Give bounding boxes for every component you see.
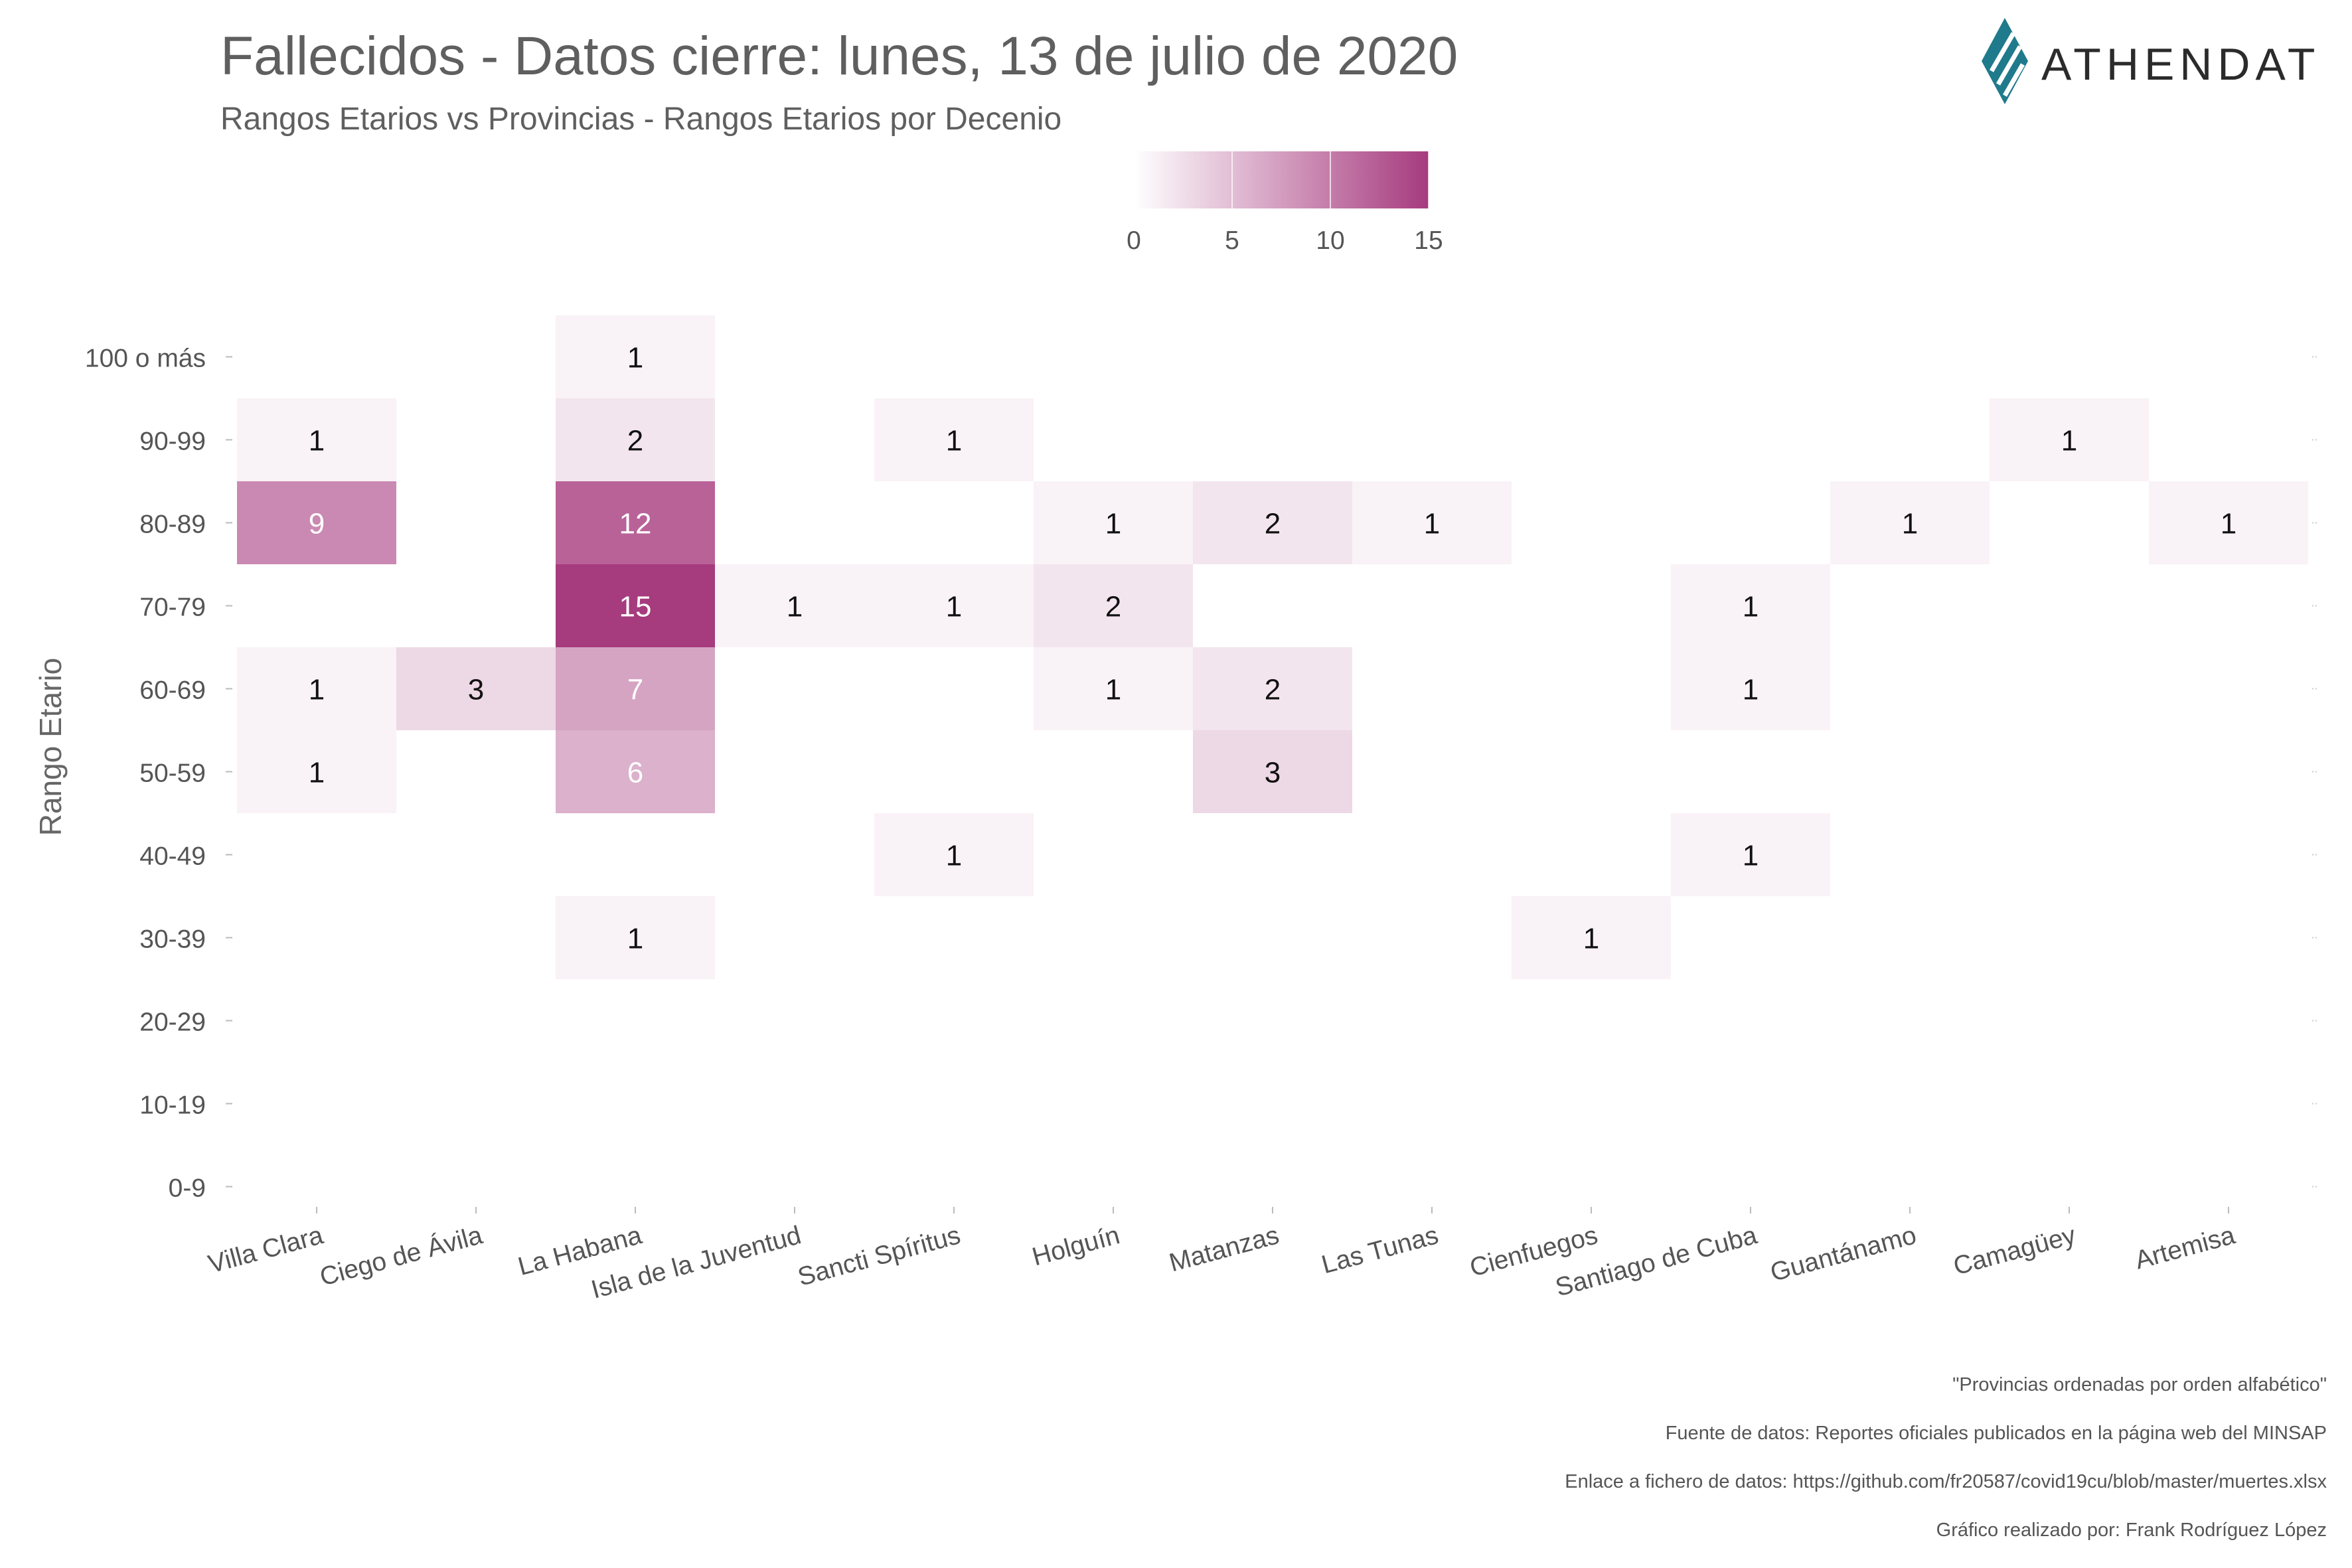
legend-tick-label: 15 — [1414, 226, 1443, 255]
y-tick-label: 30-39 — [139, 925, 206, 954]
y-tick-label: 10-19 — [139, 1091, 206, 1120]
heatmap-cell — [1671, 564, 1830, 647]
heatmap-cell — [1352, 481, 1512, 564]
x-tick-label: Camagüey — [1950, 1221, 2079, 1281]
cell-value-label: 1 — [309, 425, 325, 457]
cell-value-label: 1 — [1105, 508, 1121, 540]
heatmap-cell — [556, 315, 715, 398]
x-tick-label: Sancti Spíritus — [795, 1221, 963, 1292]
cell-value-label: 1 — [1424, 508, 1440, 540]
chart-title: Fallecidos - Datos cierre: lunes, 13 de … — [220, 26, 1458, 86]
cell-value-label: 1 — [309, 757, 325, 789]
chart-subtitle: Rangos Etarios vs Provincias - Rangos Et… — [220, 102, 1062, 137]
heatmap-cell — [2149, 481, 2308, 564]
cell-value-label: 1 — [787, 591, 803, 623]
heatmap-cell — [556, 896, 715, 979]
cell-value-label: 1 — [1105, 674, 1121, 706]
heatmap-cell — [1990, 398, 2149, 481]
y-tick-label: 50-59 — [139, 759, 206, 788]
y-tick-label: 100 o más — [85, 345, 206, 373]
athendat-logo: ATHENDAT — [1975, 15, 2320, 108]
heatmap-cell — [1671, 647, 1830, 730]
y-axis-title: Rango Etario — [33, 658, 68, 836]
cell-value-label: 1 — [627, 923, 643, 955]
heatmap-cell — [556, 564, 715, 647]
cell-value-label: 1 — [1583, 923, 1599, 955]
cell-value-label: 1 — [946, 591, 962, 623]
heatmap-cell — [556, 730, 715, 813]
cell-value-label: 1 — [309, 674, 325, 706]
heatmap-cell — [1193, 647, 1352, 730]
x-tick-label: Ciego de Ávila — [317, 1221, 485, 1292]
x-tick-label: Villa Clara — [205, 1221, 326, 1279]
heatmap-cell — [237, 398, 396, 481]
cell-value-label: 1 — [1743, 591, 1759, 623]
cell-value-label: 1 — [2221, 508, 2236, 540]
x-tick-label: Matanzas — [1166, 1221, 1282, 1277]
y-tick-label: 90-99 — [139, 428, 206, 456]
cell-value-label: 7 — [627, 674, 643, 706]
cell-value-label: 9 — [309, 508, 325, 540]
heatmap-cell — [1193, 730, 1352, 813]
cell-value-label: 1 — [1902, 508, 1918, 540]
cell-value-label: 2 — [1265, 508, 1281, 540]
heatmap-cell — [237, 481, 396, 564]
heatmap-cell — [1034, 481, 1193, 564]
heatmap-cell — [715, 564, 874, 647]
heatmap-cell — [556, 647, 715, 730]
heatmap-cell — [1034, 564, 1193, 647]
heatmap-cell — [874, 813, 1034, 896]
heatmap-cell — [556, 398, 715, 481]
heatmap-cell — [1671, 813, 1830, 896]
x-tick-label: Las Tunas — [1318, 1221, 1441, 1279]
captions: "Provincias ordenadas por orden alfabéti… — [1565, 1361, 2327, 1555]
heatmap-cell — [396, 647, 556, 730]
athendat-diamond-icon — [1982, 18, 2028, 104]
y-tick-label: 70-79 — [139, 593, 206, 622]
caption-note: "Provincias ordenadas por orden alfabéti… — [1952, 1374, 2327, 1395]
cell-value-label: 3 — [468, 674, 484, 706]
legend-tick-label: 0 — [1127, 226, 1141, 255]
cell-value-label: 2 — [1105, 591, 1121, 623]
cell-value-label: 1 — [946, 840, 962, 872]
heatmap-cell — [237, 647, 396, 730]
legend-tick-label: 5 — [1225, 226, 1239, 255]
y-tick-label: 20-29 — [139, 1008, 206, 1037]
heatmap-cell — [237, 730, 396, 813]
legend-colorbar — [1134, 151, 1429, 208]
x-tick-label: Artemisa — [2132, 1221, 2238, 1275]
cell-value-label: 1 — [946, 425, 962, 457]
y-tick-label: 60-69 — [139, 676, 206, 705]
cell-value-label: 12 — [619, 508, 652, 540]
heatmap-cell — [556, 481, 715, 564]
heatmap-cell — [1830, 481, 1990, 564]
legend-tick-label: 10 — [1316, 226, 1344, 255]
y-tick-label: 40-49 — [139, 842, 206, 871]
heatmap-cell — [1034, 647, 1193, 730]
athendat-logo-text: ATHENDAT — [2041, 39, 2320, 90]
cell-value-label: 6 — [627, 757, 643, 789]
caption-author: Gráfico realizado por: Frank Rodríguez L… — [1936, 1520, 2327, 1541]
heatmap-cell — [874, 398, 1034, 481]
caption-link: Enlace a fichero de datos: https://githu… — [1565, 1471, 2327, 1492]
cell-value-label: 1 — [1743, 840, 1759, 872]
cell-value-label: 15 — [619, 591, 652, 623]
cell-value-label: 3 — [1265, 757, 1281, 789]
cell-value-label: 2 — [1265, 674, 1281, 706]
x-tick-label: Guantánamo — [1767, 1221, 1919, 1287]
heatmap-cell — [1193, 481, 1352, 564]
heatmap-cell — [874, 564, 1034, 647]
y-tick-label: 80-89 — [139, 510, 206, 539]
x-tick-label: Holguín — [1029, 1221, 1123, 1271]
y-tick-label: 0-9 — [169, 1174, 206, 1203]
cell-value-label: 1 — [627, 342, 643, 374]
cell-value-label: 1 — [1743, 674, 1759, 706]
cell-value-label: 2 — [627, 425, 643, 457]
caption-source: Fuente de datos: Reportes oficiales publ… — [1665, 1423, 2327, 1444]
heatmap-cell — [1512, 896, 1671, 979]
cell-value-label: 1 — [2061, 425, 2077, 457]
